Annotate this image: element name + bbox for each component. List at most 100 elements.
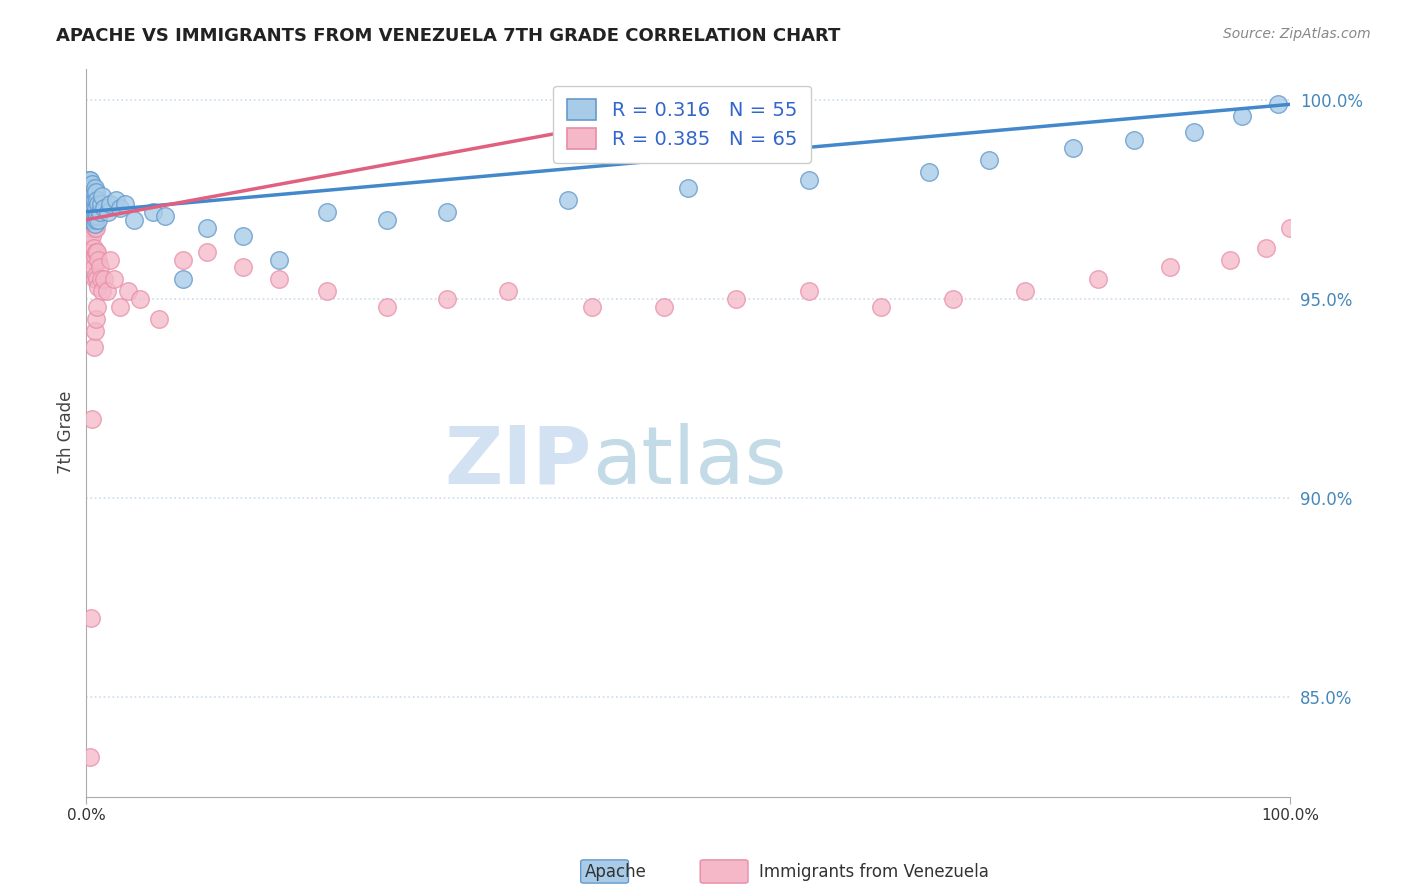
Point — [80, 181, 103, 195]
Point — [87, 212, 110, 227]
Text: Immigrants from Venezuela: Immigrants from Venezuela — [759, 863, 988, 881]
Point — [86, 272, 108, 286]
Point — [1062, 141, 1084, 155]
Point — [82, 411, 104, 425]
Point — [581, 300, 603, 314]
Point — [83, 212, 105, 227]
Point — [83, 324, 105, 338]
Point — [436, 293, 458, 307]
Point — [86, 244, 108, 259]
Point — [82, 204, 104, 219]
Point — [148, 312, 170, 326]
Point — [77, 181, 100, 195]
Point — [82, 228, 104, 243]
Point — [1230, 109, 1253, 123]
Point — [375, 300, 398, 314]
Point — [172, 272, 194, 286]
Point — [84, 312, 107, 326]
Point — [83, 260, 105, 275]
Point — [77, 193, 100, 207]
Point — [76, 193, 98, 207]
Point — [98, 196, 121, 211]
Point — [1254, 241, 1277, 255]
Point — [80, 220, 103, 235]
Point — [375, 212, 398, 227]
Point — [108, 300, 131, 314]
Point — [84, 220, 107, 235]
Point — [496, 285, 519, 299]
Point — [195, 220, 218, 235]
Point — [1122, 133, 1144, 147]
Point — [725, 293, 748, 307]
Point — [89, 204, 111, 219]
Point — [1014, 285, 1036, 299]
Point — [90, 196, 112, 211]
Point — [83, 241, 105, 255]
Point — [103, 272, 125, 286]
Point — [89, 260, 111, 275]
Point — [79, 204, 101, 219]
Point — [436, 204, 458, 219]
Point — [172, 252, 194, 267]
Point — [83, 272, 105, 286]
Point — [1279, 220, 1302, 235]
Point — [316, 285, 339, 299]
Text: atlas: atlas — [592, 423, 786, 500]
Point — [87, 196, 110, 211]
Point — [83, 220, 105, 235]
Point — [232, 260, 254, 275]
Point — [114, 196, 136, 211]
Point — [316, 204, 339, 219]
Point — [80, 201, 103, 215]
Point — [79, 173, 101, 187]
Point — [87, 280, 110, 294]
Point — [1267, 97, 1289, 112]
Point — [86, 300, 108, 314]
Point — [942, 293, 965, 307]
Point — [153, 209, 176, 223]
Point — [84, 185, 107, 199]
Text: ZIP: ZIP — [444, 423, 592, 500]
Point — [124, 212, 146, 227]
Point — [83, 212, 105, 227]
Point — [83, 201, 105, 215]
Text: APACHE VS IMMIGRANTS FROM VENEZUELA 7TH GRADE CORRELATION CHART: APACHE VS IMMIGRANTS FROM VENEZUELA 7TH … — [56, 27, 841, 45]
Point — [83, 181, 105, 195]
Point — [93, 201, 115, 215]
Point — [80, 196, 103, 211]
Point — [84, 244, 107, 259]
Point — [1219, 252, 1241, 267]
Point — [979, 153, 1001, 167]
Point — [87, 252, 110, 267]
Point — [90, 272, 112, 286]
Point — [98, 252, 121, 267]
Point — [91, 189, 114, 203]
Point — [267, 252, 290, 267]
Point — [195, 244, 218, 259]
Point — [79, 750, 101, 764]
Point — [80, 610, 103, 624]
Point — [676, 181, 699, 195]
Point — [797, 285, 820, 299]
Point — [77, 220, 100, 235]
Point — [83, 204, 105, 219]
Point — [93, 272, 115, 286]
Point — [79, 193, 101, 207]
Point — [918, 165, 941, 179]
Point — [77, 204, 100, 219]
Point — [869, 300, 891, 314]
Point — [1182, 125, 1205, 139]
Point — [86, 209, 108, 223]
Text: Source: ZipAtlas.com: Source: ZipAtlas.com — [1223, 27, 1371, 41]
Legend: R = 0.316   N = 55, R = 0.385   N = 65: R = 0.316 N = 55, R = 0.385 N = 65 — [554, 86, 811, 163]
Point — [84, 212, 107, 227]
Point — [108, 201, 131, 215]
Point — [76, 181, 98, 195]
Point — [82, 193, 104, 207]
Point — [79, 189, 101, 203]
Y-axis label: 7th Grade: 7th Grade — [58, 391, 75, 475]
Point — [77, 173, 100, 187]
Text: Apache: Apache — [585, 863, 647, 881]
Point — [84, 268, 107, 283]
Point — [96, 285, 118, 299]
